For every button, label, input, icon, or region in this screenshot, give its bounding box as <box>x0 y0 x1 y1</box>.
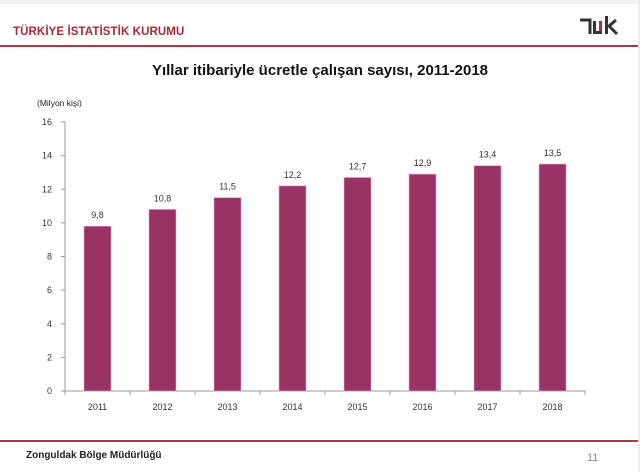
y-axis-unit-label: (Milyon kişi) <box>37 98 82 108</box>
axes: 0 2 4 6 8 10 12 14 16 <box>42 117 586 396</box>
bar-2013 <box>213 197 242 392</box>
x-tick-label-2018: 2018 <box>542 402 562 412</box>
x-tick-label-2013: 2013 <box>217 402 237 412</box>
organization-name: TÜRKİYE İSTATİSTİK KURUMU <box>13 26 185 38</box>
y-tick-label: 12 <box>42 184 52 194</box>
footer-divider <box>0 440 638 442</box>
right-edge <box>638 0 640 472</box>
page-number: 11 <box>587 452 599 464</box>
x-tick-label-2016: 2016 <box>412 402 432 412</box>
x-tick-label-2011: 2011 <box>88 402 107 412</box>
data-label-2017: 13,4 <box>479 150 497 160</box>
y-tick-label: 16 <box>42 117 52 127</box>
y-tick-label: 8 <box>47 252 52 262</box>
top-strip <box>0 0 640 4</box>
y-tick-label: 0 <box>47 386 52 396</box>
tuik-logo-icon <box>580 16 619 36</box>
bar-2012 <box>148 209 177 392</box>
data-label-2011: 9,8 <box>91 210 104 220</box>
chart-title: Yıllar itibariyle ücretle çalışan sayısı… <box>151 62 489 79</box>
x-tick-label-2014: 2014 <box>282 402 302 412</box>
footer-office-name: Zonguldak Bölge Müdürlüğü <box>26 450 162 461</box>
y-tick-label: 4 <box>47 319 52 329</box>
bars <box>83 163 567 392</box>
bar-2011 <box>83 225 112 392</box>
x-tick-label-2017: 2017 <box>477 402 497 412</box>
data-label-2014: 12,2 <box>284 170 302 180</box>
bar-2018 <box>538 163 567 392</box>
x-tick-label-2012: 2012 <box>152 402 172 412</box>
bar-2014 <box>278 185 307 392</box>
data-label-2015: 12,7 <box>349 161 367 171</box>
y-tick-label: 10 <box>42 218 52 228</box>
bar-2017 <box>473 165 502 392</box>
y-tick-label: 2 <box>47 352 52 362</box>
data-label-2016: 12,9 <box>414 158 432 168</box>
y-tick-label: 14 <box>42 151 52 161</box>
data-label-2012: 10,8 <box>154 193 172 203</box>
header-divider <box>0 45 638 47</box>
y-tick-label: 6 <box>47 285 52 295</box>
bar-2015 <box>343 177 372 392</box>
data-label-2018: 13,5 <box>544 148 562 158</box>
bar-2016 <box>408 173 437 392</box>
data-label-2013: 11,5 <box>219 182 236 192</box>
x-tick-label-2015: 2015 <box>347 402 367 412</box>
labels: 9,8 2011 10,8 2012 11,5 2013 12,2 2014 12,7 2015 1… <box>88 148 563 412</box>
